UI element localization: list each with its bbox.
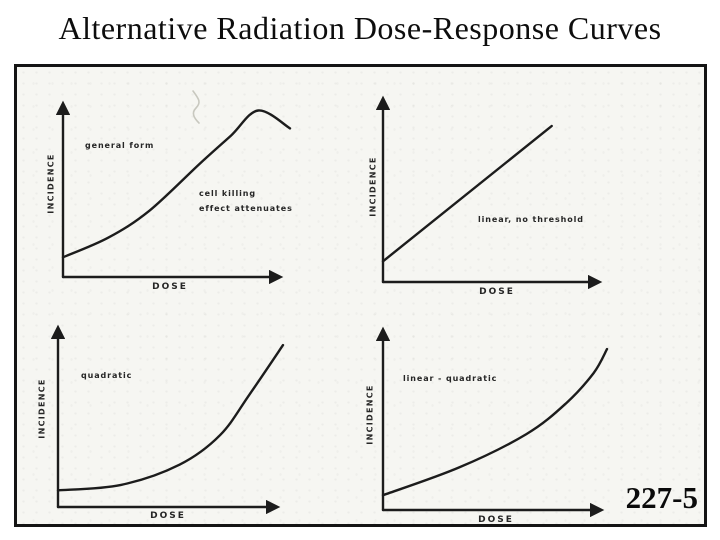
bl-dose-label: DOSE xyxy=(150,511,186,521)
charts-canvas xyxy=(50,90,609,518)
label-linear-no-threshold: linear, no threshold xyxy=(478,215,584,224)
tl-incidence-label: INCIDENCE xyxy=(46,153,56,214)
scan-squiggle-artifact xyxy=(192,90,200,124)
curve-linear-no-threshold xyxy=(381,124,553,263)
br-incidence-label: INCIDENCE xyxy=(365,384,375,445)
label-linear-quadratic: linear - quadratic xyxy=(403,374,498,383)
slide-number: 227-5 xyxy=(625,480,698,515)
tl-dose-label: DOSE xyxy=(152,282,188,292)
annotation-line-1: cell killing xyxy=(199,189,256,198)
annotation-cell-killing: cell killing effect attenuates xyxy=(199,186,293,216)
curve-linear-quadratic xyxy=(381,347,609,497)
curve-general-form xyxy=(61,109,292,259)
tr-dose-label: DOSE xyxy=(479,287,515,297)
annotation-line-2: effect attenuates xyxy=(199,204,293,213)
br-dose-label: DOSE xyxy=(478,515,514,525)
tr-incidence-label: INCIDENCE xyxy=(368,156,378,217)
curve-quadratic xyxy=(56,343,285,492)
slide-frame: general form cell killing effect attenua… xyxy=(14,64,707,527)
bl-incidence-label: INCIDENCE xyxy=(37,378,47,439)
label-quadratic: quadratic xyxy=(81,371,133,380)
chart-axes xyxy=(50,95,605,518)
label-general-form: general form xyxy=(85,141,155,150)
page-title: Alternative Radiation Dose-Response Curv… xyxy=(58,10,662,46)
